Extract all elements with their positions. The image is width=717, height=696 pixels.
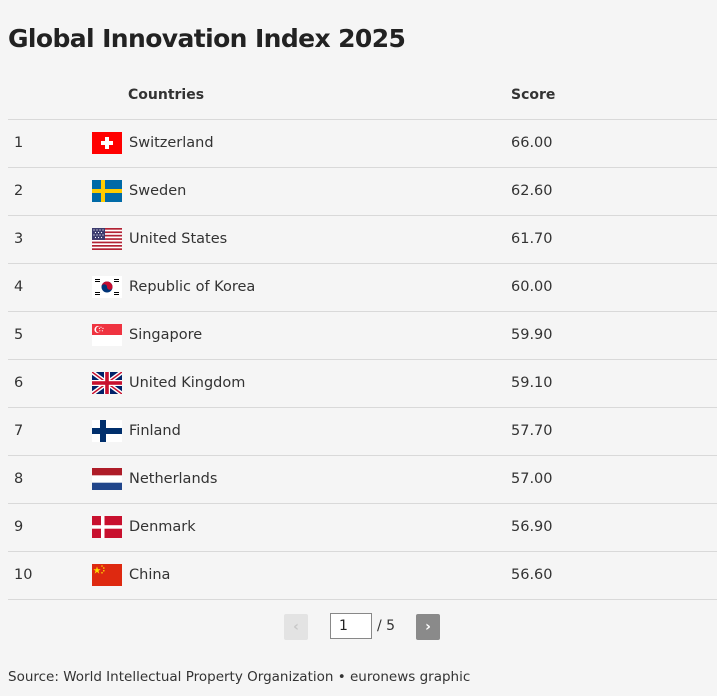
score-cell: 56.60 xyxy=(511,567,553,583)
rank-cell: 3 xyxy=(14,231,24,247)
rank-cell: 8 xyxy=(14,471,24,487)
score-cell: 57.00 xyxy=(511,471,553,487)
score-cell: 61.70 xyxy=(511,231,553,247)
pagination: ‹ / 5 › xyxy=(0,613,717,641)
countries-column-header: Countries xyxy=(128,87,205,103)
table-row: 2 Sweden 62.60 xyxy=(8,168,717,216)
rank-cell: 6 xyxy=(14,375,24,391)
table-header: Countries Score xyxy=(8,79,717,120)
page-number-input[interactable] xyxy=(330,613,372,639)
country-cell: Singapore xyxy=(129,327,203,343)
table-row: 8 Netherlands 57.00 xyxy=(8,456,717,504)
table-row: 4 Republic of Korea 60.00 xyxy=(8,264,717,312)
source-note: Source: World Intellectual Property Orga… xyxy=(8,669,471,685)
page-title: Global Innovation Index 2025 xyxy=(8,24,406,53)
table-row: 7 Finland 57.70 xyxy=(8,408,717,456)
united-states-flag-icon xyxy=(92,228,122,250)
switzerland-flag-icon xyxy=(92,132,122,154)
rank-cell: 7 xyxy=(14,423,24,439)
country-cell: Republic of Korea xyxy=(129,279,256,295)
country-cell: Finland xyxy=(129,423,181,439)
country-cell: Denmark xyxy=(129,519,196,535)
table-body: 1 Switzerland 66.00 2 Sweden 62.60 3 xyxy=(8,120,717,600)
country-cell: United Kingdom xyxy=(129,375,246,391)
table-row: 5 Singapore 59.90 xyxy=(8,312,717,360)
score-cell: 66.00 xyxy=(511,135,553,151)
score-cell: 59.90 xyxy=(511,327,553,343)
score-cell: 56.90 xyxy=(511,519,553,535)
score-cell: 62.60 xyxy=(511,183,553,199)
rank-cell: 9 xyxy=(14,519,24,535)
china-flag-icon xyxy=(92,564,122,586)
page-total: / 5 xyxy=(377,618,396,634)
sweden-flag-icon xyxy=(92,180,122,202)
score-cell: 57.70 xyxy=(511,423,553,439)
score-cell: 60.00 xyxy=(511,279,553,295)
score-column-header: Score xyxy=(511,87,556,103)
singapore-flag-icon xyxy=(92,324,122,346)
rank-cell: 5 xyxy=(14,327,24,343)
country-cell: Sweden xyxy=(129,183,187,199)
rank-cell: 1 xyxy=(14,135,24,151)
table-row: 10 China 56.60 xyxy=(8,552,717,600)
rank-cell: 2 xyxy=(14,183,24,199)
previous-page-button[interactable]: ‹ xyxy=(284,614,308,640)
country-cell: Switzerland xyxy=(129,135,214,151)
country-cell: China xyxy=(129,567,171,583)
country-cell: Netherlands xyxy=(129,471,218,487)
table-row: 6 United Kingdom 59.10 xyxy=(8,360,717,408)
denmark-flag-icon xyxy=(92,516,122,538)
country-cell: United States xyxy=(129,231,228,247)
next-page-button[interactable]: › xyxy=(416,614,440,640)
table-row: 9 Denmark 56.90 xyxy=(8,504,717,552)
table-row: 3 United States 61.70 xyxy=(8,216,717,264)
netherlands-flag-icon xyxy=(92,468,122,490)
korea-flag-icon xyxy=(92,276,122,298)
score-cell: 59.10 xyxy=(511,375,553,391)
rank-cell: 10 xyxy=(14,567,33,583)
finland-flag-icon xyxy=(92,420,122,442)
united-kingdom-flag-icon xyxy=(92,372,122,394)
rank-cell: 4 xyxy=(14,279,24,295)
table-row: 1 Switzerland 66.00 xyxy=(8,120,717,168)
